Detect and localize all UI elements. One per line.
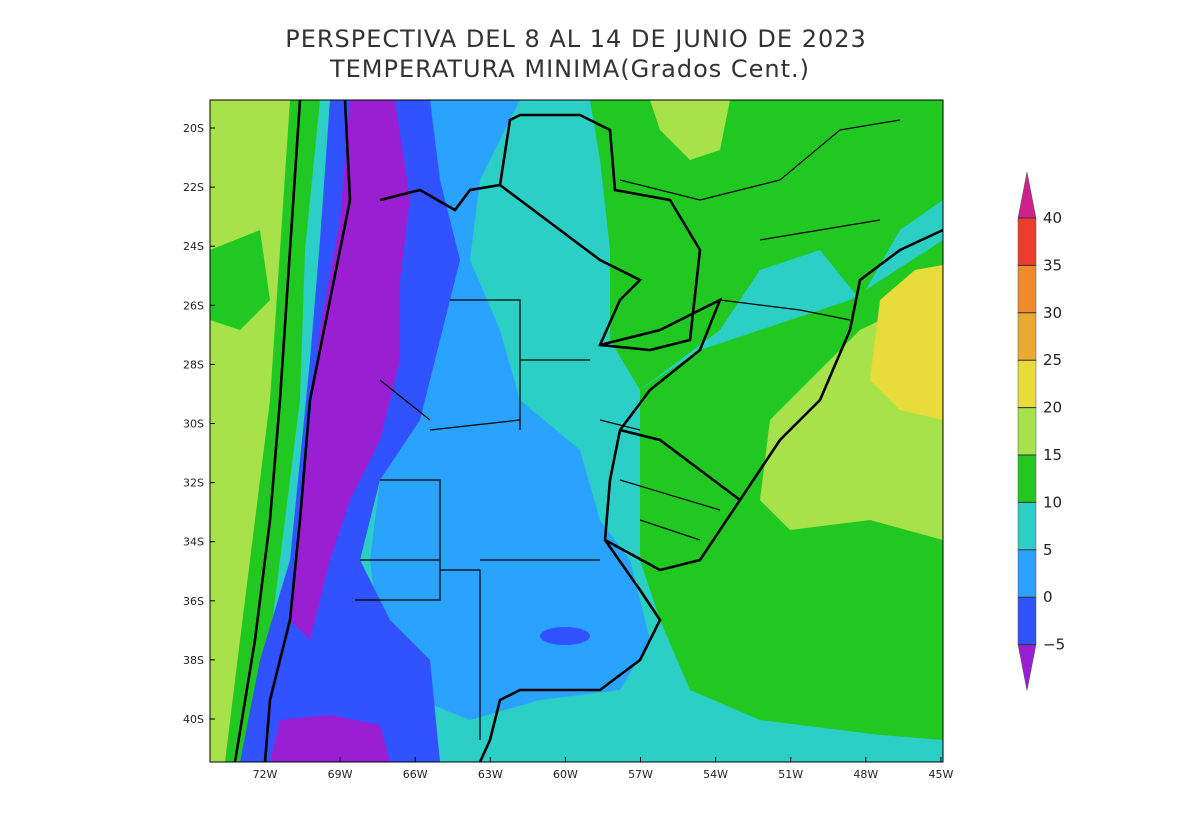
colorbar-label: 10 <box>1043 493 1062 511</box>
latitude-label: 34S <box>183 536 204 549</box>
longitude-label: 54W <box>703 768 728 781</box>
colorbar-box <box>1017 359 1037 408</box>
colorbar-box <box>1017 549 1037 598</box>
latitude-label: 38S <box>183 654 204 667</box>
latitude-label: 22S <box>183 181 204 194</box>
colorbar-box <box>1017 454 1037 503</box>
colorbar-label: 25 <box>1043 351 1062 369</box>
map-frame <box>209 99 944 763</box>
latitude-label: 26S <box>183 299 204 312</box>
longitude-label: 45W <box>928 768 953 781</box>
colorbar-label: 40 <box>1043 209 1062 227</box>
temperature-field <box>210 100 943 762</box>
colorbar-label: 5 <box>1043 541 1053 559</box>
latitude-label: 36S <box>183 595 204 608</box>
title-line-1: PERSPECTIVA DEL 8 AL 14 DE JUNIO DE 2023 <box>285 25 867 53</box>
longitude-label: 48W <box>853 768 878 781</box>
colorbar-box <box>1017 407 1037 456</box>
latitude-label: 30S <box>183 418 204 431</box>
latitude-label: 24S <box>183 240 204 253</box>
colorbar-label: 15 <box>1043 446 1062 464</box>
colorbar-label: 20 <box>1043 399 1062 417</box>
colorbar-label: 35 <box>1043 256 1062 274</box>
colorbar-box <box>1017 596 1037 645</box>
colorbar-box <box>1017 265 1037 314</box>
latitude-label: 28S <box>183 358 204 371</box>
longitude-label: 66W <box>403 768 428 781</box>
longitude-label: 72W <box>253 768 278 781</box>
latitude-label: 32S <box>183 477 204 490</box>
colorbar-triangle <box>1017 644 1037 691</box>
longitude-label: 51W <box>778 768 803 781</box>
colorbar-triangle <box>1017 171 1037 219</box>
longitude-label: 69W <box>328 768 353 781</box>
colorbar-box <box>1017 502 1037 551</box>
colorbar-label: 0 <box>1043 588 1053 606</box>
colorbar-label: 30 <box>1043 304 1062 322</box>
title-line-2: TEMPERATURA MINIMA(Grados Cent.) <box>329 55 810 83</box>
colorbar-label: −5 <box>1043 636 1065 654</box>
latitude-label: 40S <box>183 713 204 726</box>
colorbar-box <box>1017 312 1037 361</box>
colorbar-box <box>1017 217 1037 266</box>
longitude-label: 60W <box>553 768 578 781</box>
longitude-label: 63W <box>478 768 503 781</box>
longitude-label: 57W <box>628 768 653 781</box>
latitude-label: 20S <box>183 122 204 135</box>
